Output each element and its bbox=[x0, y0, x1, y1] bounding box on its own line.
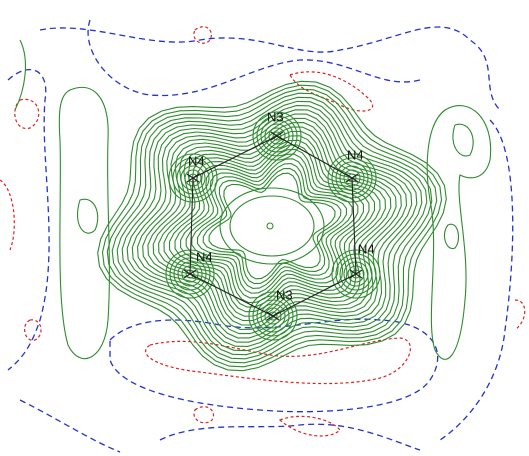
positive-contour bbox=[106, 88, 438, 364]
positive-contour bbox=[452, 123, 474, 157]
atom-label: N4 bbox=[188, 153, 205, 168]
positive-contour bbox=[121, 100, 423, 352]
atom-marker bbox=[270, 131, 284, 141]
negative-contour bbox=[39, 26, 501, 111]
positive-contour bbox=[335, 161, 369, 195]
positive-contour bbox=[272, 131, 282, 141]
positive-contour bbox=[97, 80, 447, 372]
negative-contour bbox=[14, 98, 40, 129]
atom-label: N3 bbox=[276, 287, 293, 302]
positive-contour bbox=[331, 249, 381, 299]
positive-contour bbox=[101, 84, 443, 368]
negative-contour bbox=[7, 69, 50, 371]
positive-contour bbox=[248, 291, 298, 341]
positive-contour bbox=[256, 299, 290, 333]
positive-contour bbox=[185, 153, 359, 299]
atom-marker bbox=[186, 173, 200, 183]
atom-marker bbox=[345, 173, 359, 183]
atom-label: N4 bbox=[358, 241, 375, 256]
atom-label: N3 bbox=[267, 109, 284, 124]
positive-contour bbox=[163, 135, 381, 317]
positive-contour bbox=[147, 122, 397, 330]
positive-contour bbox=[260, 303, 286, 329]
positive-contour bbox=[252, 111, 302, 161]
positive-contour bbox=[174, 144, 370, 308]
positive-contour bbox=[268, 311, 278, 321]
negative-contour bbox=[19, 399, 121, 453]
negative-contour bbox=[514, 299, 526, 331]
atom-labels: N3 N4 N4 N4 N4 N3 bbox=[188, 109, 375, 302]
positive-contour bbox=[339, 257, 373, 291]
atom-marker bbox=[266, 311, 280, 321]
positive-contour bbox=[136, 113, 408, 339]
positive-contour bbox=[252, 295, 294, 337]
positive-contour bbox=[327, 153, 377, 203]
atom-label: N4 bbox=[196, 249, 213, 264]
negative-contour bbox=[159, 423, 421, 451]
negative-contour bbox=[145, 337, 411, 385]
positive-contour bbox=[77, 198, 99, 234]
atom-marker bbox=[183, 269, 197, 279]
positive-contour bbox=[168, 139, 376, 313]
positive-contour bbox=[58, 86, 110, 360]
positive-contour bbox=[335, 253, 377, 295]
positive-contour bbox=[116, 96, 428, 356]
positive-contour bbox=[191, 158, 353, 294]
positive-contour bbox=[264, 307, 282, 325]
positive-contour bbox=[264, 123, 290, 149]
contours bbox=[0, 19, 526, 453]
negative-contour bbox=[278, 415, 341, 437]
positive-contour bbox=[266, 222, 274, 230]
negative-contour bbox=[109, 318, 439, 413]
positive-contour bbox=[256, 115, 298, 157]
positive-contour bbox=[142, 117, 402, 335]
positive-contour bbox=[131, 109, 413, 343]
positive-contour bbox=[260, 119, 294, 153]
negative-contour bbox=[439, 119, 514, 441]
positive-contour bbox=[168, 153, 218, 203]
positive-contour bbox=[208, 172, 336, 280]
positive-contour bbox=[229, 195, 315, 257]
positive-contour bbox=[219, 187, 325, 265]
positive-contour bbox=[165, 249, 215, 299]
hexagon bbox=[183, 131, 363, 321]
negative-contour bbox=[87, 19, 421, 97]
positive-contour bbox=[126, 105, 418, 347]
positive-contour bbox=[158, 130, 386, 322]
positive-contour bbox=[172, 157, 214, 199]
atom-label: N4 bbox=[347, 147, 364, 162]
positive-contour bbox=[426, 105, 492, 360]
negative-contour bbox=[193, 26, 212, 44]
positive-contour bbox=[331, 157, 373, 199]
positive-contour bbox=[14, 39, 26, 111]
positive-contour bbox=[169, 253, 211, 295]
negative-contour bbox=[289, 71, 374, 112]
negative-contour bbox=[23, 319, 42, 341]
positive-contour bbox=[196, 163, 348, 289]
positive-contour bbox=[268, 127, 286, 145]
positive-contour bbox=[111, 92, 433, 360]
negative-contour bbox=[0, 179, 15, 251]
positive-contour bbox=[152, 126, 392, 326]
negative-contour bbox=[193, 406, 215, 424]
atom-marker bbox=[349, 269, 363, 279]
positive-contour bbox=[202, 167, 342, 285]
positive-contour bbox=[444, 223, 460, 250]
